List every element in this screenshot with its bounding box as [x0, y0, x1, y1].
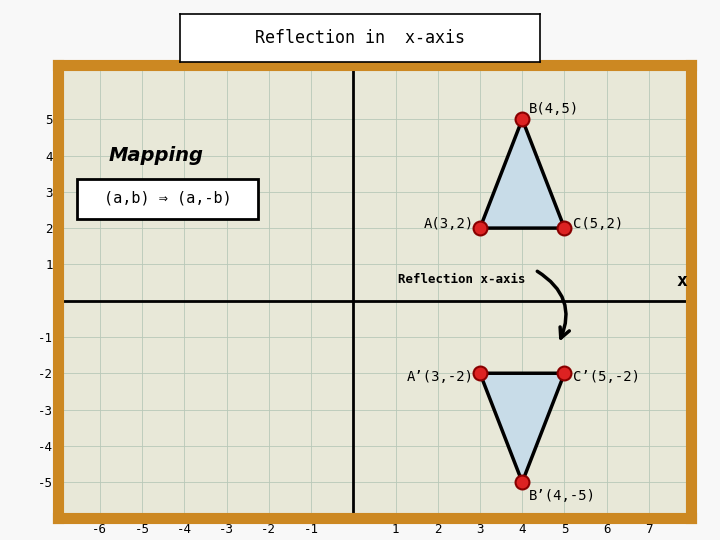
Point: [516, 478, 528, 487]
Text: Reflection x-axis: Reflection x-axis: [397, 273, 525, 286]
FancyArrowPatch shape: [537, 271, 570, 338]
Polygon shape: [480, 373, 564, 482]
Text: C(5,2): C(5,2): [573, 218, 624, 232]
Point: [474, 369, 486, 377]
Text: (a,b) ⇒ (a,-b): (a,b) ⇒ (a,-b): [104, 191, 231, 206]
Text: Mapping: Mapping: [108, 146, 203, 165]
Text: C’(5,-2): C’(5,-2): [573, 370, 640, 384]
Point: [516, 115, 528, 124]
Text: A’(3,-2): A’(3,-2): [407, 370, 474, 384]
Text: x: x: [676, 272, 687, 290]
Text: A(3,2): A(3,2): [423, 218, 474, 232]
Text: Reflection in  x-axis: Reflection in x-axis: [255, 29, 465, 47]
Polygon shape: [480, 119, 564, 228]
Text: B(4,5): B(4,5): [528, 102, 579, 116]
Text: B’(4,-5): B’(4,-5): [528, 489, 595, 503]
Point: [474, 224, 486, 232]
Point: [559, 224, 570, 232]
Point: [559, 369, 570, 377]
FancyBboxPatch shape: [76, 179, 258, 219]
